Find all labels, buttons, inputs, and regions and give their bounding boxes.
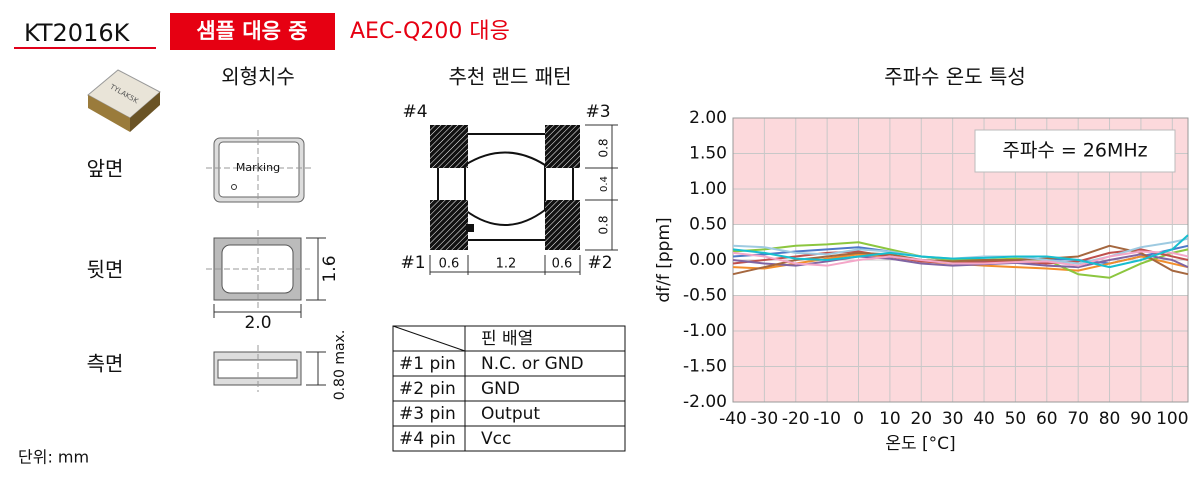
dimension: 2.0 (244, 313, 271, 333)
badge-bg (170, 13, 335, 50)
unit-note: 단위: mm (18, 448, 89, 467)
x-tick-label: 70 (1067, 409, 1089, 429)
marking: Marking (236, 161, 280, 174)
x-tick-label: -30 (750, 409, 778, 429)
dimension: 0.6 (439, 257, 460, 272)
y-tick-label: -2.00 (683, 392, 727, 412)
y-tick-label: 0.00 (689, 250, 727, 270)
view-label: 측면 (87, 352, 124, 376)
y-tick-label: -1.50 (683, 357, 727, 377)
chart: -2.00 -1.50 -1.00 -0.50 0.00 0.50 1.00 1.50 2.00… (654, 108, 1189, 454)
x-tick-label: -10 (813, 409, 841, 429)
dimension: 0.4 (599, 176, 610, 192)
table-header: 핀 배열 (481, 329, 533, 349)
badge: 샘플 대응 중 (196, 19, 307, 43)
x-tick-label: 0 (853, 409, 864, 429)
chart-title: 주파수 온도 특성 (884, 65, 1026, 89)
pin-label: #1 (400, 253, 425, 273)
annotation-box (974, 129, 1176, 173)
y-tick-label: -1.00 (683, 321, 727, 341)
table-cell: #3 pin (399, 404, 456, 424)
table-cell: #2 pin (399, 379, 456, 399)
dimension: 0.8 (597, 215, 611, 234)
dimension: 1.2 (496, 257, 517, 272)
series-line (732, 250, 1189, 267)
x-tick-label: 50 (1005, 409, 1027, 429)
pin-label: #2 (587, 253, 612, 273)
table-cell: #1 pin (399, 354, 456, 374)
side-view (213, 345, 326, 392)
series-line (732, 253, 1189, 269)
x-tick-label: -40 (719, 409, 747, 429)
series-line (732, 234, 1189, 269)
x-tick-label: 20 (910, 409, 932, 429)
x-tick-label: -20 (782, 409, 810, 429)
table-cell: Vcc (481, 429, 511, 449)
pin-table (392, 325, 626, 452)
component-photo: TYLAK5K (87, 69, 161, 132)
annotation: 주파수 = 26MHz (1002, 140, 1147, 162)
x-tick-label: 10 (879, 409, 901, 429)
y-tick-label: 1.50 (689, 144, 727, 164)
view-label: 앞면 (87, 157, 124, 181)
dimension: 0.8 (597, 138, 611, 157)
section-title: 추천 랜드 패턴 (448, 65, 571, 89)
limit-band (733, 295, 1188, 402)
land-pattern (429, 124, 618, 275)
y-tick-label: 2.00 (689, 108, 727, 128)
x-tick-label: 90 (1130, 409, 1152, 429)
pin-label: #4 (402, 102, 427, 122)
section-title: 외형치수 (221, 65, 295, 89)
pin-label: #3 (585, 102, 610, 122)
x-tick-label: 80 (1099, 409, 1121, 429)
header-note: AEC-Q200 대응 (350, 19, 510, 44)
series-line (732, 244, 1189, 276)
dimension: 0.80 max. (332, 330, 348, 401)
table-cell: GND (481, 379, 520, 399)
front-view (206, 130, 312, 210)
x-tick-label: 40 (973, 409, 995, 429)
y-tick-label: 1.00 (689, 179, 727, 199)
view-label: 뒷면 (87, 258, 124, 282)
table-cell: #4 pin (399, 429, 456, 449)
x-tick-label: 30 (942, 409, 964, 429)
model: KT2016K (24, 19, 131, 47)
table-cell: N.C. or GND (481, 354, 584, 374)
dimension: 1.6 (320, 255, 340, 282)
back-view (206, 230, 326, 318)
dimension: 0.6 (552, 257, 573, 272)
x-tick-label: 60 (1036, 409, 1058, 429)
x-axis-label: 온도 [°C] (885, 434, 955, 454)
y-axis-label: df/f [ppm] (654, 217, 674, 302)
x-tick-label: 100 (1156, 409, 1188, 429)
y-tick-label: 0.50 (689, 215, 727, 235)
y-tick-label: -0.50 (683, 286, 727, 306)
table-cell: Output (481, 404, 540, 424)
